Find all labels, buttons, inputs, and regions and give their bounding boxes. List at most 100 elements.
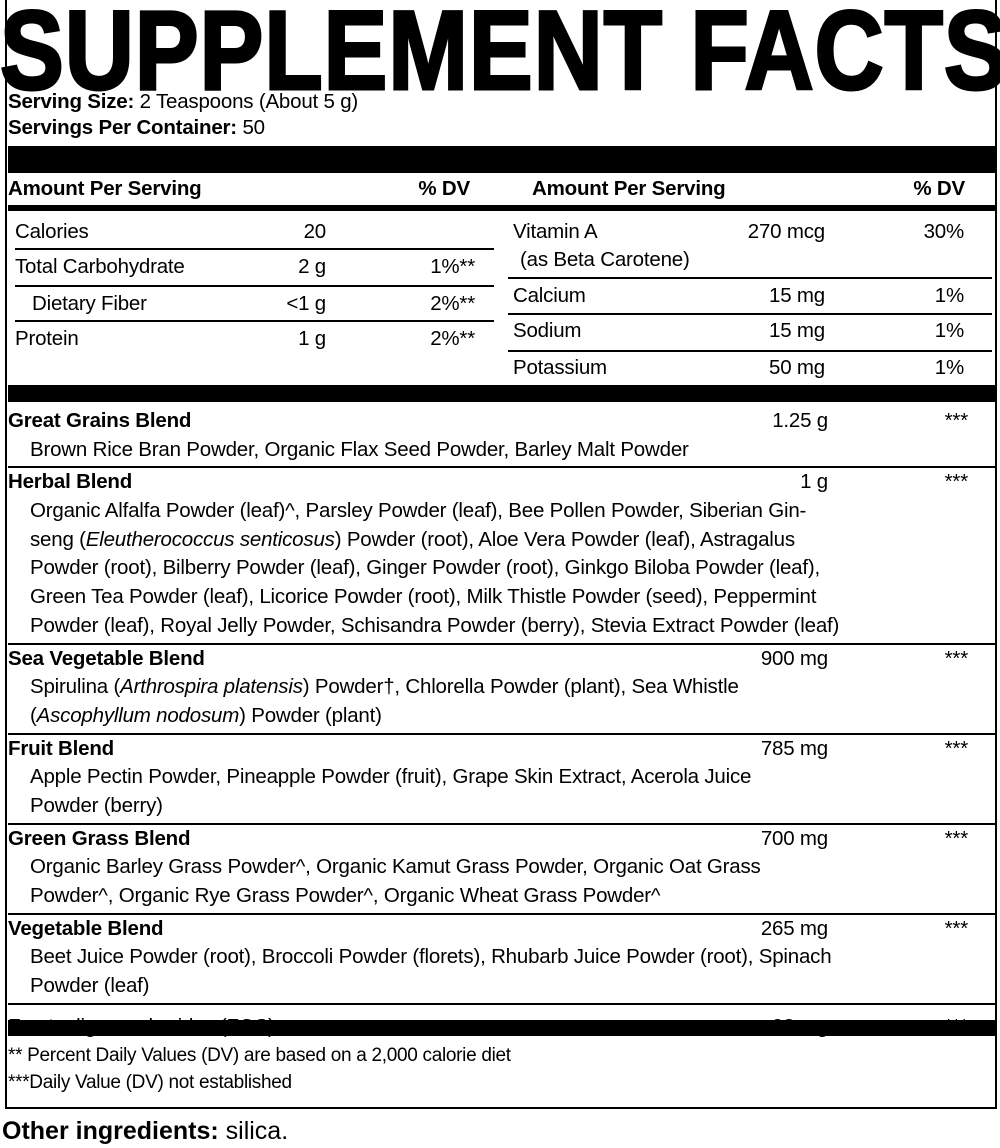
- blend-name-row: Vegetable Blend 265 mg ***: [8, 915, 996, 944]
- nutrient-dv: 30%: [923, 220, 965, 243]
- nutrient-amount: 2 g: [298, 255, 326, 278]
- blend-ingredients-line: Powder (berry): [8, 792, 996, 821]
- blend-ingredients-line: Powder (leaf), Royal Jelly Powder, Schis…: [8, 612, 996, 641]
- nutrient-amount: 1 g: [298, 327, 326, 350]
- footnote: ***Daily Value (DV) not established: [8, 1072, 292, 1093]
- blend-amount: 700 mg: [760, 826, 828, 850]
- ingredient-text: ) Powder (plant): [239, 703, 382, 727]
- nutrient-subtext: (as Beta Carotene): [520, 248, 690, 271]
- nutrient-amount: 270 mcg: [747, 220, 825, 243]
- blend-name-row: Sea Vegetable Blend 900 mg ***: [8, 645, 996, 674]
- blend-ingredients-line: Organic Alfalfa Powder (leaf)^, Parsley …: [8, 497, 996, 526]
- blend-name-row: Great Grains Blend 1.25 g ***: [8, 407, 996, 436]
- ingredient-text: (: [30, 703, 37, 727]
- blend-ingredients-line: Green Tea Powder (leaf), Licorice Powder…: [8, 583, 996, 612]
- ingredient-text: Brown Rice Bran Powder, Organic Flax See…: [30, 437, 689, 461]
- blend-item: Herbal Blend 1 g *** Organic Alfalfa Powder…: [8, 468, 996, 645]
- ingredient-text: Powder (root), Bilberry Powder (leaf), G…: [30, 556, 820, 580]
- servings-value: 50: [242, 116, 265, 139]
- blend-name: Vegetable Blend: [8, 916, 164, 940]
- blend-name-row: Green Grass Blend 700 mg ***: [8, 825, 996, 854]
- nutrient-dv: 1%: [934, 284, 964, 307]
- blend-ingredients-line: Beet Juice Powder (root), Broccoli Powde…: [8, 943, 996, 972]
- serving-size: Serving Size: 2 Teaspoons (About 5 g): [8, 90, 358, 114]
- blend-item: Green Grass Blend 700 mg *** Organic Barley…: [8, 825, 996, 915]
- row-divider: [15, 320, 494, 322]
- divider-bar: [8, 205, 996, 211]
- header-amount-right: Amount Per Serving: [532, 177, 726, 200]
- blend-ingredients-line: Powder (root), Bilberry Powder (leaf), G…: [8, 554, 996, 583]
- row-divider: [508, 277, 992, 279]
- blend-dv: ***: [944, 409, 969, 432]
- nutrient-dv: 2%**: [430, 292, 475, 315]
- ingredient-text: Powder (leaf), Royal Jelly Powder, Schis…: [30, 613, 840, 637]
- nutrient-amount: 15 mg: [769, 319, 825, 342]
- supplement-facts-panel: [5, 0, 997, 1109]
- ingredient-species: Eleutherococcus senticosus: [85, 527, 335, 551]
- nutrient-dv: 2%**: [430, 327, 475, 350]
- other-ingredients: Other ingredients: silica.: [2, 1117, 288, 1146]
- blend-item: Vegetable Blend 265 mg *** Beet Juice Powde…: [8, 915, 996, 1005]
- nutrient-name: Calories: [15, 220, 89, 243]
- blend-dv: ***: [944, 646, 969, 670]
- blend-ingredients-line: Spirulina (Arthrospira platensis) Powder…: [8, 673, 996, 702]
- nutrient-amount: 15 mg: [769, 284, 825, 307]
- blend-dv: ***: [944, 826, 969, 850]
- other-ingredients-value: silica.: [225, 1117, 289, 1145]
- other-ingredients-label: Other ingredients:: [2, 1117, 219, 1145]
- nutrient-name: Sodium: [513, 319, 582, 342]
- blend-dv: ***: [944, 736, 969, 760]
- blend-item: Great Grains Blend 1.25 g *** Brown Rice Br…: [8, 407, 996, 469]
- row-divider: [15, 248, 494, 250]
- nutrient-amount: <1 g: [286, 292, 326, 315]
- ingredient-text: ) Powder (root), Aloe Vera Powder (leaf)…: [334, 527, 795, 551]
- blend-ingredients-line: Powder^, Organic Rye Grass Powder^, Orga…: [8, 882, 996, 911]
- serving-size-value: 2 Teaspoons (About 5 g): [139, 90, 359, 113]
- blend-name: Green Grass Blend: [8, 826, 191, 850]
- blend-amount: 1.25 g: [772, 409, 828, 432]
- nutrient-name: Potassium: [513, 356, 607, 379]
- blend-amount: 900 mg: [760, 646, 828, 670]
- ingredient-text: Organic Barley Grass Powder^, Organic Ka…: [30, 855, 761, 879]
- ingredient-species: Arthrospira platensis: [120, 675, 303, 699]
- ingredient-text: Apple Pectin Powder, Pineapple Powder (f…: [30, 765, 752, 789]
- nutrient-name: Protein: [15, 327, 79, 350]
- ingredient-text: seng (: [30, 527, 86, 551]
- nutrient-dv: 1%**: [430, 255, 475, 278]
- nutrient-amount: 20: [303, 220, 327, 243]
- divider-bar: [8, 1020, 996, 1036]
- ingredient-text: Powder (leaf): [30, 974, 150, 998]
- ingredient-text: Powder (berry): [30, 793, 163, 817]
- blend-name: Fruit Blend: [8, 736, 114, 760]
- blend-item: Fruit Blend 785 mg *** Apple Pectin Powder,…: [8, 735, 996, 825]
- blend-ingredients-line: Organic Barley Grass Powder^, Organic Ka…: [8, 853, 996, 882]
- blend-list: Great Grains Blend 1.25 g *** Brown Rice Br…: [8, 407, 996, 1043]
- blend-name: Herbal Blend: [8, 470, 133, 494]
- nutrient-name: Total Carbohydrate: [15, 255, 185, 278]
- nutrient-dv: 1%: [934, 356, 964, 379]
- ingredient-text: Beet Juice Powder (root), Broccoli Powde…: [30, 945, 832, 969]
- ingredient-text: Spirulina (: [30, 675, 121, 699]
- header-dv-left: % DV: [418, 177, 470, 200]
- nutrient-name: Dietary Fiber: [32, 292, 147, 315]
- header-amount-left: Amount Per Serving: [8, 177, 202, 200]
- nutrient-dv: 1%: [934, 319, 964, 342]
- nutrient-amount: 50 mg: [769, 356, 825, 379]
- ingredient-text: ) Powder†, Chlorella Powder (plant), Sea…: [302, 675, 739, 699]
- row-divider: [508, 350, 992, 352]
- servings-per-container: Servings Per Container: 50: [8, 116, 265, 140]
- header-dv-right: % DV: [913, 177, 965, 200]
- blend-dv: ***: [944, 916, 969, 940]
- blend-item: Sea Vegetable Blend 900 mg *** Spirulina (A…: [8, 645, 996, 735]
- blend-name: Sea Vegetable Blend: [8, 646, 205, 670]
- blend-amount: 785 mg: [760, 736, 828, 760]
- blend-name: Great Grains Blend: [8, 409, 192, 432]
- blend-name-row: Herbal Blend 1 g ***: [8, 468, 996, 497]
- ingredient-text: Powder^, Organic Rye Grass Powder^, Orga…: [30, 884, 661, 907]
- serving-size-label: Serving Size:: [8, 90, 135, 113]
- blend-name-row: Fruit Blend 785 mg ***: [8, 735, 996, 764]
- ingredient-species: Ascophyllum nodosum: [36, 703, 240, 727]
- blend-ingredients-line: seng (Eleutherococcus senticosus) Powder…: [8, 526, 996, 555]
- blend-amount: 1 g: [800, 470, 828, 494]
- blend-amount: 265 mg: [760, 916, 828, 940]
